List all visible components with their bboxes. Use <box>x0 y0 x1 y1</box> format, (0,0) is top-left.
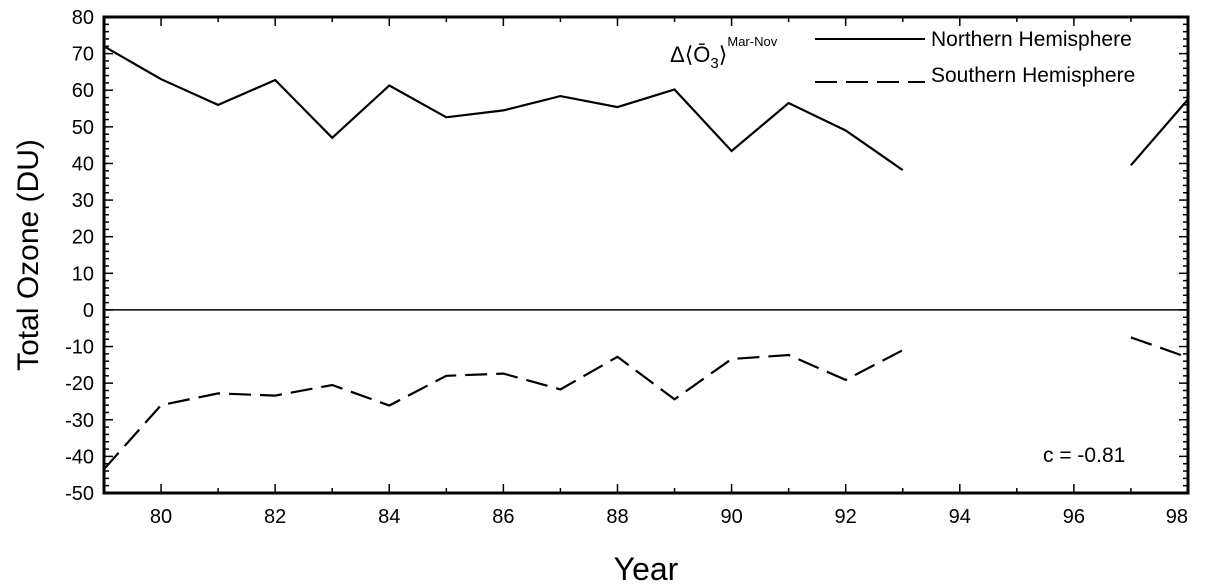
x-tick-label: 94 <box>949 506 971 528</box>
y-tick-label: 80 <box>72 7 94 29</box>
correlation-label: c = -0.81 <box>1043 444 1125 467</box>
y-tick-label: 20 <box>72 227 94 249</box>
x-tick-label: 88 <box>606 506 628 528</box>
x-tick-label: 80 <box>150 506 172 528</box>
y-tick-label: 70 <box>72 44 94 66</box>
plot-frame <box>102 15 1190 495</box>
x-tick-label: 82 <box>264 506 286 528</box>
legend: Δ⟨Ō3⟩Mar-Nov Northern Hemisphere Souther… <box>670 28 1135 87</box>
y-tick-label: -40 <box>65 446 94 468</box>
y-tick-label: 40 <box>72 153 94 175</box>
y-axis-title: Total Ozone (DU) <box>12 139 45 371</box>
x-tick-label: 96 <box>1063 506 1085 528</box>
southern-series-line-segment-2 <box>1130 336 1189 359</box>
y-tick-label: 0 <box>83 300 94 322</box>
northern-series-line-segment-1 <box>103 45 904 172</box>
y-tick-label: -10 <box>65 337 94 359</box>
x-axis-title: Year <box>614 551 679 586</box>
y-tick-labels: 80 70 60 50 40 30 20 10 0 -10 -20 -30 -40 -50 <box>65 7 94 505</box>
y-tick-label: 30 <box>72 190 94 212</box>
y-tick-label: -20 <box>65 373 94 395</box>
subscript-3: 3 <box>710 55 718 72</box>
svg-text:Δ⟨Ō3⟩Mar-Nov: Δ⟨Ō3⟩Mar-Nov <box>670 34 778 72</box>
legend-north-label: Northern Hemisphere <box>931 28 1132 51</box>
o-bar-symbol: Ō <box>693 42 710 67</box>
y-tick-label: 60 <box>72 80 94 102</box>
x-tick-label: 92 <box>835 506 857 528</box>
x-tick-label: 98 <box>1166 506 1188 528</box>
y-tick-label: -50 <box>65 483 94 505</box>
y-tick-label: -30 <box>65 410 94 432</box>
legend-south-label: Southern Hemisphere <box>931 64 1135 87</box>
x-tick-label: 90 <box>720 506 742 528</box>
bracket-open: ⟨ <box>685 42 694 67</box>
y-tick-label: 10 <box>72 263 94 285</box>
x-tick-label: 86 <box>492 506 514 528</box>
x-tick-labels: 80 82 84 86 88 90 92 94 96 98 <box>150 506 1188 528</box>
x-tick-label: 84 <box>378 506 400 528</box>
y-tick-label: 50 <box>72 117 94 139</box>
series-layer <box>103 45 1189 470</box>
axis-ticks <box>103 16 1189 494</box>
bracket-close: ⟩ <box>719 42 728 67</box>
southern-series-line-segment-1 <box>103 349 904 470</box>
northern-series-line-segment-2 <box>1130 98 1189 167</box>
legend-annotation: Δ⟨Ō3⟩Mar-Nov <box>670 34 778 72</box>
delta-symbol: Δ <box>670 42 685 67</box>
superscript-mar-nov: Mar-Nov <box>727 34 777 49</box>
